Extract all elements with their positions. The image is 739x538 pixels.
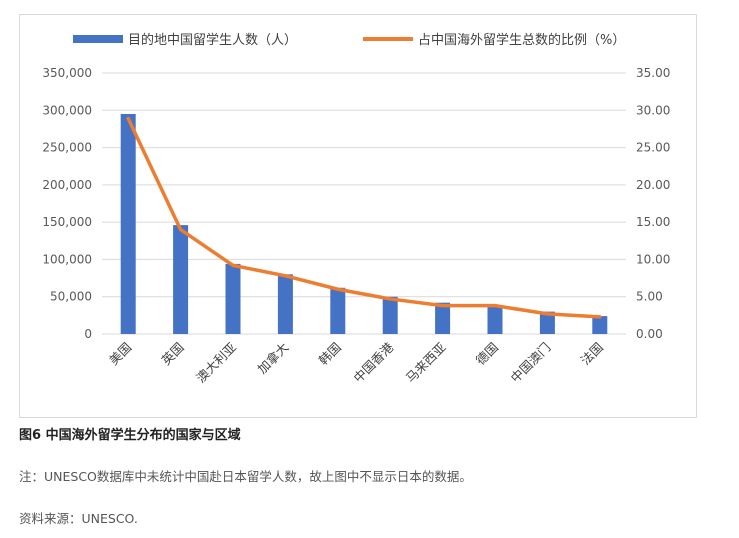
x-tick-label: 中国澳门 xyxy=(508,340,554,386)
x-tick-label: 法国 xyxy=(578,340,606,368)
y-left-tick-label: 350,000 xyxy=(42,66,92,80)
bar xyxy=(277,274,293,334)
y-left-tick-label: 100,000 xyxy=(42,252,92,266)
y-right-tick-label: 10.00 xyxy=(636,252,670,266)
bar xyxy=(173,225,189,334)
y-right-tick-label: 30.00 xyxy=(636,103,670,117)
bar xyxy=(435,302,451,334)
line-series xyxy=(126,116,602,319)
combo-chart: 0 50,000 100,000 150,000 200,000 250,000 300,0… xyxy=(42,32,670,386)
x-tick-label: 美国 xyxy=(106,340,134,368)
y-left-tick-label: 250,000 xyxy=(42,141,92,155)
x-tick-label: 加拿大 xyxy=(254,340,291,377)
figure-caption: 图6 中国海外留学生分布的国家与区域 xyxy=(19,428,241,443)
y-left-tick-label: 200,000 xyxy=(42,178,92,192)
bar xyxy=(539,311,555,334)
bar xyxy=(487,305,503,334)
bar xyxy=(120,114,136,334)
legend-swatch-bar xyxy=(73,35,123,43)
y-right-tick-label: 15.00 xyxy=(636,215,670,229)
y-right-tick-label: 35.00 xyxy=(636,66,670,80)
chart-container: 0 50,000 100,000 150,000 200,000 250,000 300,0… xyxy=(19,14,697,418)
figure-source: 资料来源：UNESCO. xyxy=(19,511,138,526)
x-tick-label: 澳大利亚 xyxy=(193,340,239,386)
legend-label-line: 占中国海外留学生总数的比例（%） xyxy=(418,32,625,48)
y-left-tick-label: 0 xyxy=(84,327,92,341)
x-tick-label: 英国 xyxy=(158,340,186,368)
y-left-tick-label: 300,000 xyxy=(42,103,92,117)
y-left-tick-label: 50,000 xyxy=(50,290,92,304)
x-tick-label: 马来西亚 xyxy=(403,340,449,386)
x-tick-label: 中国香港 xyxy=(350,339,396,385)
y-right-tick-label: 5.00 xyxy=(636,290,663,304)
x-tick-label: 德国 xyxy=(473,340,501,368)
y-right-tick-label: 0.00 xyxy=(636,327,663,341)
y-left-tick-label: 150,000 xyxy=(42,215,92,229)
legend-label-bar: 目的地中国留学生人数（人） xyxy=(128,32,297,48)
y-right-tick-label: 25.00 xyxy=(636,141,670,155)
x-tick-label: 韩国 xyxy=(316,340,344,368)
y-right-tick-label: 20.00 xyxy=(636,178,670,192)
bar xyxy=(330,287,346,334)
bar xyxy=(225,263,241,334)
figure-note: 注：UNESCO数据库中未统计中国赴日本留学人数，故上图中不显示日本的数据。 xyxy=(19,469,472,484)
bar xyxy=(592,316,608,334)
bar xyxy=(382,296,398,334)
